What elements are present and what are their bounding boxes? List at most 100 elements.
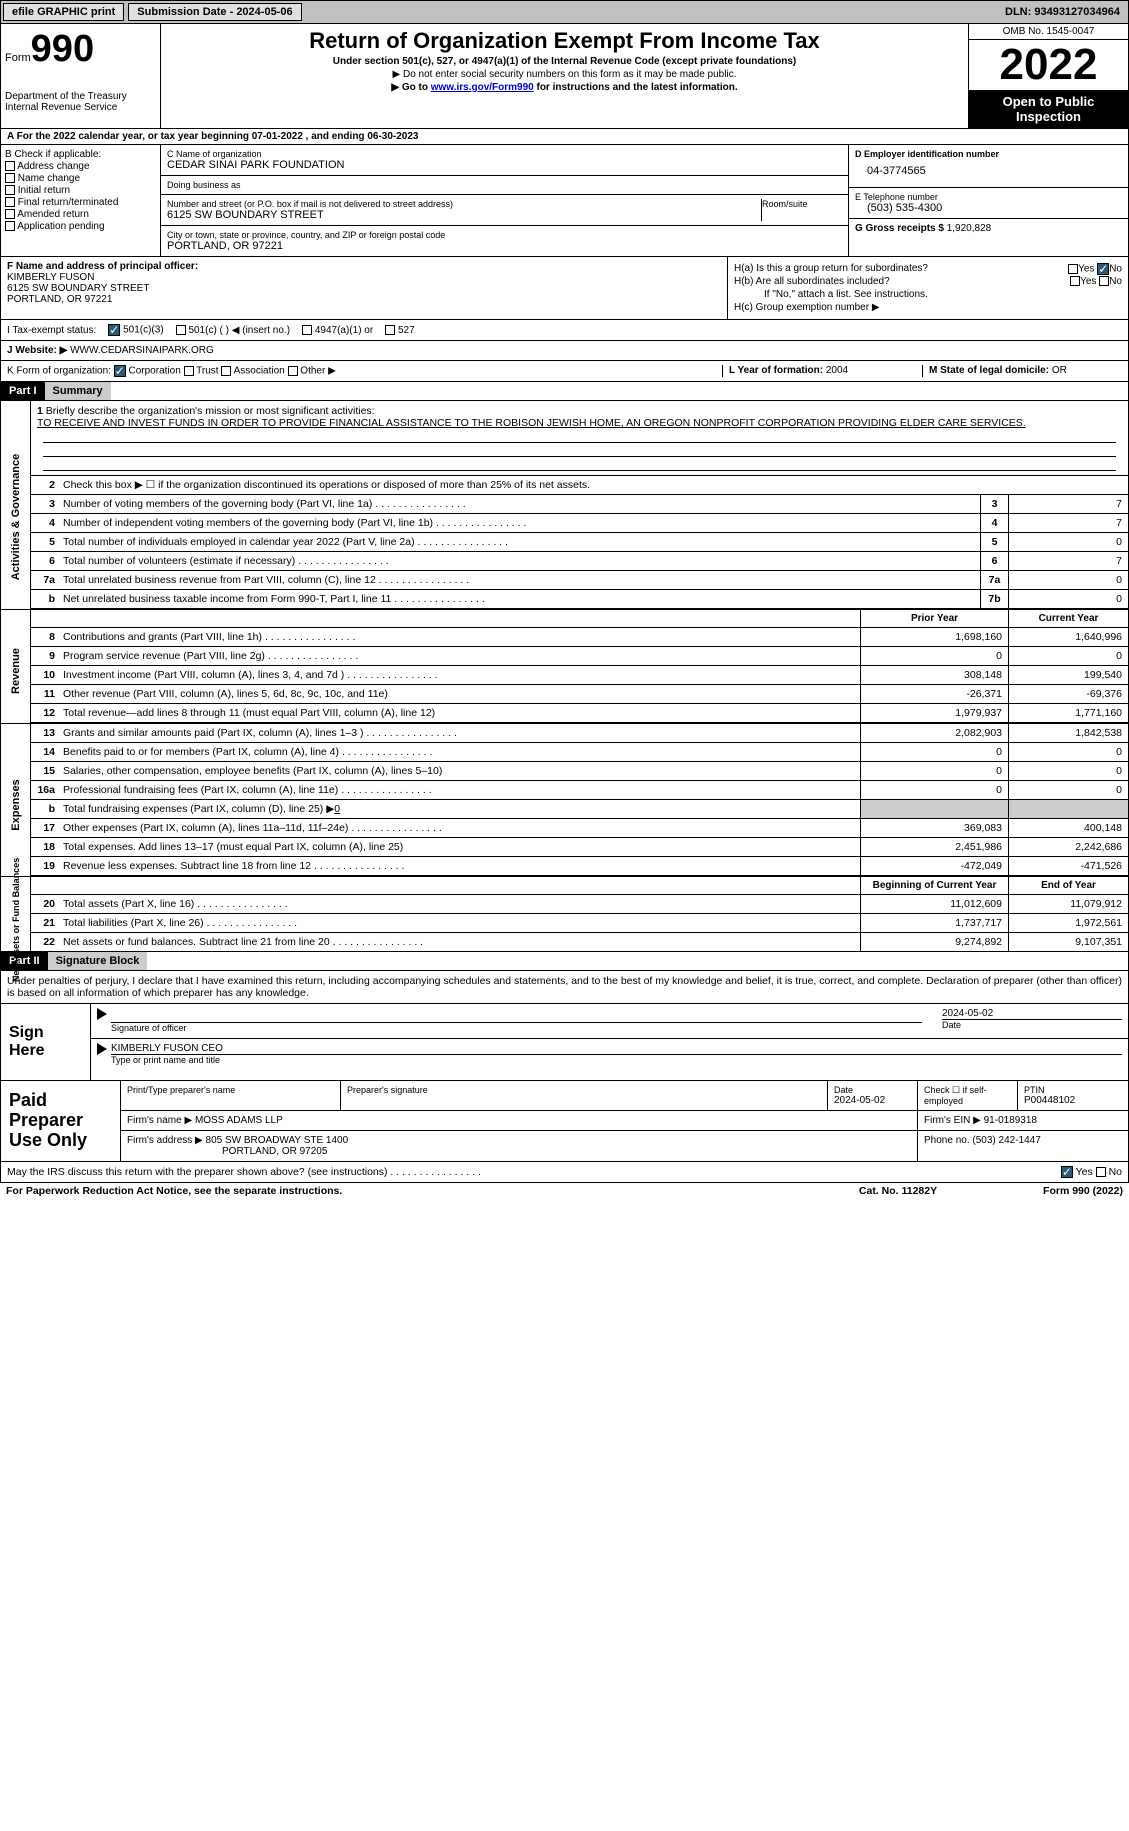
subtitle-1: Under section 501(c), 527, or 4947(a)(1)…: [165, 56, 964, 67]
v4: 7: [1008, 514, 1128, 532]
l21: Total liabilities (Part X, line 26): [59, 914, 860, 932]
ha-yes[interactable]: [1068, 264, 1078, 274]
v3: 7: [1008, 495, 1128, 513]
l18: Total expenses. Add lines 13–17 (must eq…: [59, 838, 860, 856]
c9: 0: [1008, 647, 1128, 665]
street-label: Number and street (or P.O. box if mail i…: [167, 199, 761, 209]
c8: 1,640,996: [1008, 628, 1128, 646]
hb-yes[interactable]: [1070, 276, 1080, 286]
p21: 1,737,717: [860, 914, 1008, 932]
v7a: 0: [1008, 571, 1128, 589]
chk-527[interactable]: [385, 325, 395, 335]
c17: 400,148: [1008, 819, 1128, 837]
room-label: Room/suite: [762, 199, 842, 209]
chk-amended[interactable]: [5, 209, 15, 219]
hb-note: If "No," attach a list. See instructions…: [734, 289, 1122, 300]
side-exp: Expenses: [10, 740, 22, 870]
firm-addr: 805 SW BROADWAY STE 1400: [206, 1135, 349, 1146]
part2-title: Signature Block: [48, 952, 148, 970]
city-label: City or town, state or province, country…: [167, 230, 842, 240]
discuss-yes[interactable]: [1061, 1166, 1073, 1178]
l7b: Net unrelated business taxable income fr…: [59, 590, 980, 608]
side-rev: Revenue: [10, 606, 22, 736]
c10: 199,540: [1008, 666, 1128, 684]
chk-501c3[interactable]: [108, 324, 120, 336]
chk-name[interactable]: [5, 173, 15, 183]
c11: -69,376: [1008, 685, 1128, 703]
p11: -26,371: [860, 685, 1008, 703]
end-hdr: End of Year: [1008, 877, 1128, 894]
chk-4947[interactable]: [302, 325, 312, 335]
l16b-val: 0: [334, 803, 340, 815]
form-footer: Form 990 (2022): [973, 1185, 1123, 1197]
org-name: CEDAR SINAI PARK FOUNDATION: [167, 159, 842, 171]
chk-assoc[interactable]: [221, 366, 231, 376]
l17: Other expenses (Part IX, column (A), lin…: [59, 819, 860, 837]
paperwork-notice: For Paperwork Reduction Act Notice, see …: [6, 1185, 823, 1197]
submission-date: Submission Date - 2024-05-06: [128, 3, 301, 21]
part1-hdr: Part I: [1, 382, 45, 400]
prep-h4: Check ☐ if self-employed: [918, 1081, 1018, 1110]
l1-label: Briefly describe the organization's miss…: [46, 405, 375, 417]
form-title: Return of Organization Exempt From Incom…: [165, 28, 964, 54]
p10: 308,148: [860, 666, 1008, 684]
city-val: PORTLAND, OR 97221: [167, 240, 842, 252]
beg-hdr: Beginning of Current Year: [860, 877, 1008, 894]
l10: Investment income (Part VIII, column (A)…: [59, 666, 860, 684]
chk-corp[interactable]: [114, 365, 126, 377]
dba-label: Doing business as: [167, 180, 842, 190]
chk-501c[interactable]: [176, 325, 186, 335]
v7b: 0: [1008, 590, 1128, 608]
c22: 9,107,351: [1008, 933, 1128, 951]
l12: Total revenue—add lines 8 through 11 (mu…: [59, 704, 860, 722]
v5: 0: [1008, 533, 1128, 551]
f-label: F Name and address of principal officer:: [7, 261, 721, 272]
c21: 1,972,561: [1008, 914, 1128, 932]
side-net: Net Assets or Fund Balances: [11, 872, 21, 982]
discuss-no[interactable]: [1096, 1167, 1106, 1177]
open-inspection: Open to Public Inspection: [969, 90, 1128, 128]
irs-link[interactable]: www.irs.gov/Form990: [431, 82, 534, 93]
l2: Check this box ▶ ☐ if the organization d…: [59, 476, 1128, 494]
subtitle-2: ▶ Do not enter social security numbers o…: [165, 69, 964, 80]
chk-application[interactable]: [5, 221, 15, 231]
current-hdr: Current Year: [1008, 610, 1128, 627]
efile-print-btn[interactable]: efile GRAPHIC print: [3, 3, 124, 21]
gross-val: 1,920,828: [947, 223, 992, 234]
side-ag: Activities & Governance: [10, 452, 22, 582]
date-label: Date: [942, 1019, 1122, 1030]
ha-label: H(a) Is this a group return for subordin…: [734, 263, 928, 274]
ha-no[interactable]: [1097, 263, 1109, 275]
firm-name: MOSS ADAMS LLP: [195, 1115, 283, 1126]
k-label: K Form of organization:: [7, 366, 111, 377]
phone-val: (503) 535-4300: [855, 202, 1122, 214]
l4: Number of independent voting members of …: [59, 514, 980, 532]
g-label: G Gross receipts $: [855, 223, 944, 234]
ptin-val: P00448102: [1024, 1095, 1122, 1106]
p8: 1,698,160: [860, 628, 1008, 646]
officer-name: KIMBERLY FUSON CEO: [111, 1043, 1122, 1054]
cat-no: Cat. No. 11282Y: [823, 1185, 973, 1197]
chk-final[interactable]: [5, 197, 15, 207]
chk-trust[interactable]: [184, 366, 194, 376]
l19: Revenue less expenses. Subtract line 18 …: [59, 857, 860, 875]
p15: 0: [860, 762, 1008, 780]
hb-no[interactable]: [1099, 276, 1109, 286]
prior-hdr: Prior Year: [860, 610, 1008, 627]
omb-num: OMB No. 1545-0047: [969, 24, 1128, 40]
d-label: D Employer identification number: [855, 149, 1122, 159]
l16a: Professional fundraising fees (Part IX, …: [59, 781, 860, 799]
chk-initial[interactable]: [5, 185, 15, 195]
p12: 1,979,937: [860, 704, 1008, 722]
row-a: A For the 2022 calendar year, or tax yea…: [0, 129, 1129, 145]
chk-address[interactable]: [5, 161, 15, 171]
c16a: 0: [1008, 781, 1128, 799]
part2-hdr: Part II: [1, 952, 48, 970]
prep-h3: Date: [834, 1085, 911, 1095]
p13: 2,082,903: [860, 724, 1008, 742]
chk-other[interactable]: [288, 366, 298, 376]
l20: Total assets (Part X, line 16): [59, 895, 860, 913]
c13: 1,842,538: [1008, 724, 1128, 742]
prep-h5: PTIN: [1024, 1085, 1122, 1095]
c12: 1,771,160: [1008, 704, 1128, 722]
